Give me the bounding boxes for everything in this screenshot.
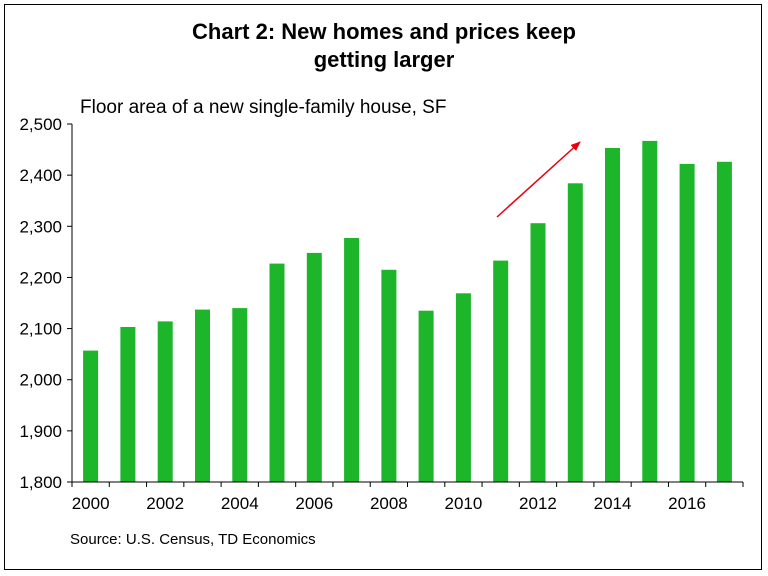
x-axis-ticks: 2000 2002 2004 2006 2008 2010 2012 2014 2016 — [71, 482, 744, 513]
bar-series — [83, 140, 732, 483]
bar-2003 — [195, 309, 210, 482]
y-tick-label: 2,100 — [19, 320, 62, 339]
y-tick-label: 2,000 — [19, 371, 62, 390]
x-tick-label: 2006 — [295, 494, 333, 513]
x-tick-label: 2012 — [519, 494, 557, 513]
bar-2002 — [157, 321, 173, 482]
bar-2001 — [120, 327, 136, 482]
x-tick-label: 2002 — [146, 494, 184, 513]
bar-2008 — [381, 269, 397, 482]
chart-title-line-1: Chart 2: New homes and prices keep — [192, 19, 576, 44]
x-tick-label: 2000 — [72, 494, 110, 513]
y-tick-label: 2,500 — [19, 115, 62, 134]
bar-2014 — [605, 148, 620, 482]
x-tick-label: 2008 — [370, 494, 408, 513]
y-tick-label: 2,200 — [19, 268, 62, 287]
bar-2010 — [455, 293, 471, 482]
bar-2006 — [306, 252, 322, 482]
chart-title-line-2: getting larger — [313, 47, 455, 72]
x-tick-label: 2004 — [221, 494, 259, 513]
bar-2000 — [83, 350, 99, 482]
bar-2007 — [344, 238, 360, 482]
y-tick-label: 1,800 — [19, 473, 62, 492]
bar-2016 — [679, 163, 695, 482]
bar-2013 — [567, 183, 583, 483]
y-tick-label: 2,300 — [19, 217, 62, 236]
y-axis-ticks: 1,800 1,900 2,000 2,100 2,200 2,300 2,400 2,500 — [19, 115, 72, 492]
x-tick-label: 2014 — [594, 494, 632, 513]
y-tick-label: 1,900 — [19, 422, 62, 441]
bar-2009 — [418, 310, 434, 482]
bar-2017 — [716, 161, 732, 483]
chart-title: Chart 2: New homes and prices keep getti… — [0, 18, 768, 74]
y-tick-label: 2,400 — [19, 166, 62, 185]
chart-subtitle: Floor area of a new single-family house,… — [80, 97, 447, 118]
bar-2015 — [642, 140, 658, 482]
bar-2005 — [269, 263, 285, 482]
bar-2004 — [232, 308, 248, 482]
bar-2011 — [493, 260, 509, 482]
x-tick-label: 2010 — [445, 494, 483, 513]
trend-arrow-annotation — [496, 141, 581, 218]
x-tick-label: 2016 — [668, 494, 706, 513]
source-note: Source: U.S. Census, TD Economics — [70, 531, 316, 548]
bar-2012 — [530, 223, 546, 482]
